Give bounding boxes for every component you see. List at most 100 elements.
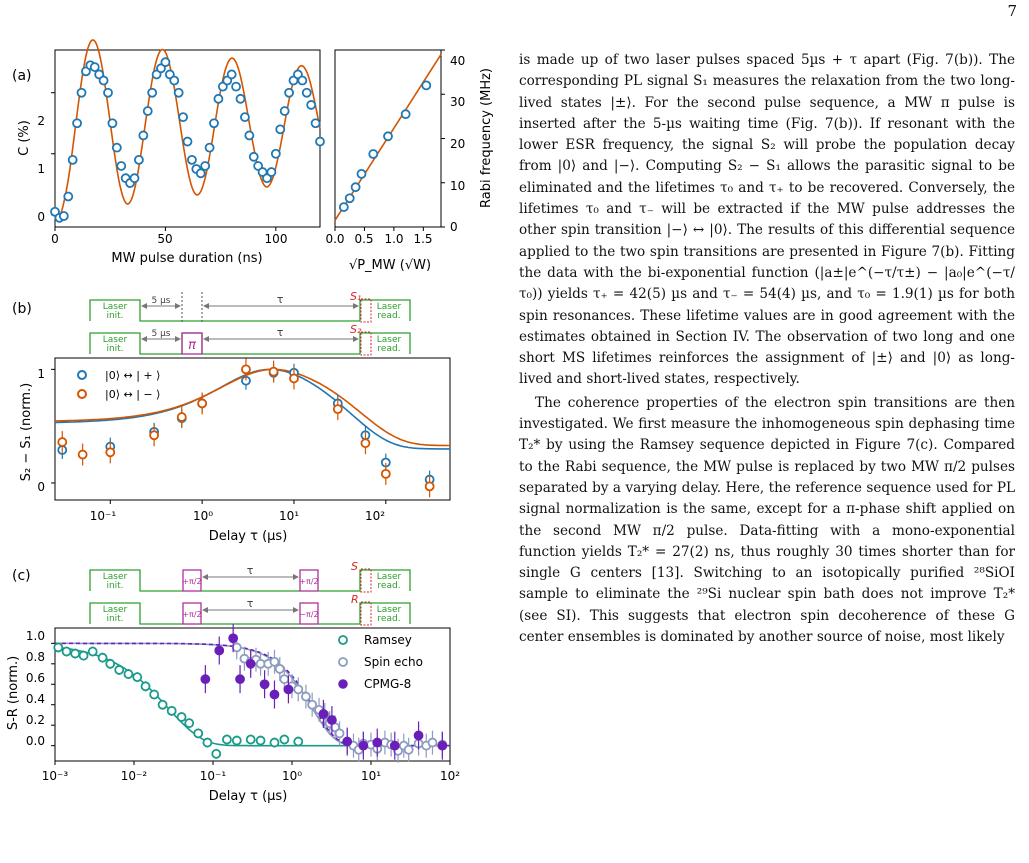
echo-point (274, 664, 285, 674)
rabi-point (187, 154, 197, 165)
rabi-point (129, 173, 140, 184)
cpmg-point (413, 730, 424, 741)
ramsey-point (231, 735, 242, 746)
ramsey-point (61, 646, 72, 657)
minus-point (77, 449, 88, 460)
rabi-point (142, 106, 153, 116)
rabi-point (231, 81, 241, 92)
tick-x-100: 100 (265, 232, 288, 246)
ramsey-point (269, 737, 280, 748)
rabi-point (315, 136, 325, 147)
ramsey-point (193, 728, 204, 739)
tick-x-1e1: 10¹ (361, 769, 381, 783)
rabi-point (284, 87, 294, 98)
tick-y-0.8: 0.8 (26, 650, 45, 664)
cpmg-point (437, 740, 448, 751)
axis-label-x: MW pulse duration (ns) (111, 251, 262, 266)
cpmg-point (342, 736, 353, 747)
legend-label-ramsey: Ramsey (364, 633, 412, 647)
rabi-freq-point (356, 168, 367, 179)
ramsey-point (132, 672, 143, 683)
tau-label-s: τ (247, 564, 254, 577)
rabi-point (72, 118, 82, 129)
rabi-point (107, 118, 118, 129)
cpmg-point (372, 737, 383, 748)
tick-y-1.0: 1.0 (26, 629, 45, 643)
rabi-point (266, 167, 277, 177)
minus-point (380, 468, 391, 479)
rabi-point (213, 93, 224, 104)
ramsey-point (202, 737, 213, 748)
laser-init-2b: init. (106, 344, 123, 354)
cpmg-point (358, 740, 369, 751)
rabi-point (297, 75, 308, 86)
tick-y-40: 40 (450, 54, 465, 68)
rabi-freq-point (400, 109, 411, 120)
rabi-freq-point (350, 182, 361, 193)
ramsey-point (255, 735, 266, 746)
axis-label-y: C (%) (17, 120, 32, 156)
echo-point (293, 684, 304, 695)
cpmg-point (200, 674, 211, 685)
laser-read-sb: read. (377, 581, 400, 591)
tick-x-0.1: 10⁻¹ (90, 509, 117, 523)
laser-init-sb: init. (106, 581, 123, 591)
ramsey-point (157, 699, 168, 710)
wait-label-2: 5 µs (151, 329, 170, 339)
panel-b-label: (b) (12, 301, 32, 317)
rabi-point (244, 130, 255, 141)
ramsey-point (222, 734, 232, 745)
rabi-point (67, 154, 78, 165)
pulse-plus-1: +π/2 (182, 577, 201, 586)
rabi-point (301, 87, 312, 98)
legend-label-echo: Spin echo (364, 655, 423, 669)
tau-label-1: τ (277, 293, 284, 306)
rabi-point (116, 161, 127, 171)
ramsey-point (166, 705, 177, 716)
axis-label-x: Delay τ (µs) (209, 529, 288, 544)
laser-read-1b: read. (377, 311, 400, 321)
rabi-point (103, 87, 113, 98)
pulse-plus-2: +π/2 (299, 577, 318, 586)
echo-point (301, 691, 311, 702)
legend-label-minus: |0⟩ ↔ | − ⟩ (105, 388, 160, 401)
rabi-frequency-plot: 0.0 0.5 1.0 1.5 √P_MW (√W) 0 10 20 30 40… (325, 49, 494, 273)
cpmg-point (318, 709, 329, 719)
legend-label-plus: |0⟩ ↔ | + ⟩ (105, 369, 160, 382)
rabi-point (270, 148, 281, 159)
rabi-point (89, 62, 100, 72)
rabi-point (98, 75, 109, 86)
ramsey-point (293, 736, 304, 747)
fit-minus (55, 368, 450, 447)
pi-label: π (188, 338, 196, 353)
minus-point (332, 404, 343, 415)
echo-point (307, 699, 318, 710)
minus-point (105, 447, 116, 458)
rabi-point (138, 130, 149, 141)
tick-y-20: 20 (450, 137, 465, 151)
rabi-point (235, 93, 246, 104)
tick-y-2: 2 (37, 114, 45, 128)
rabi-point (169, 75, 180, 86)
rabi-point (240, 112, 250, 123)
cpmg-point (269, 689, 280, 700)
tick-x-1e-1: 10⁻¹ (200, 769, 227, 783)
wait-label-1: 5 µs (151, 296, 170, 306)
legend-marker-plus (77, 370, 87, 380)
tick-x-0.5: 0.5 (354, 232, 373, 246)
figure-7: (a) (b) (c) MW pulse duration (ns) C (%)… (6, 39, 494, 804)
relaxation-plot: 0 1 10⁻¹ 10⁰ 10¹ 10² Delay τ (µs) S₂ − S… (19, 357, 451, 544)
laser-init-r: Laser (103, 605, 128, 615)
tick-y-0.6: 0.6 (26, 671, 45, 685)
rabi-freq-point (344, 193, 355, 204)
rabi-freq-point (338, 202, 349, 212)
echo-point (334, 728, 345, 739)
rabi-point (209, 118, 219, 129)
axis-label-y: S-R (norm.) (6, 656, 21, 730)
ramsey-point (176, 712, 187, 722)
tick-y-1: 1 (37, 367, 45, 381)
minus-point (289, 373, 299, 384)
tick-x-1e2: 10² (440, 769, 460, 783)
coherence-plot: 0.0 0.2 0.4 0.6 0.8 1.0 10⁻³ 10⁻² 10⁻¹ 1… (6, 624, 460, 804)
tick-x-1e-3: 10⁻³ (42, 769, 69, 783)
